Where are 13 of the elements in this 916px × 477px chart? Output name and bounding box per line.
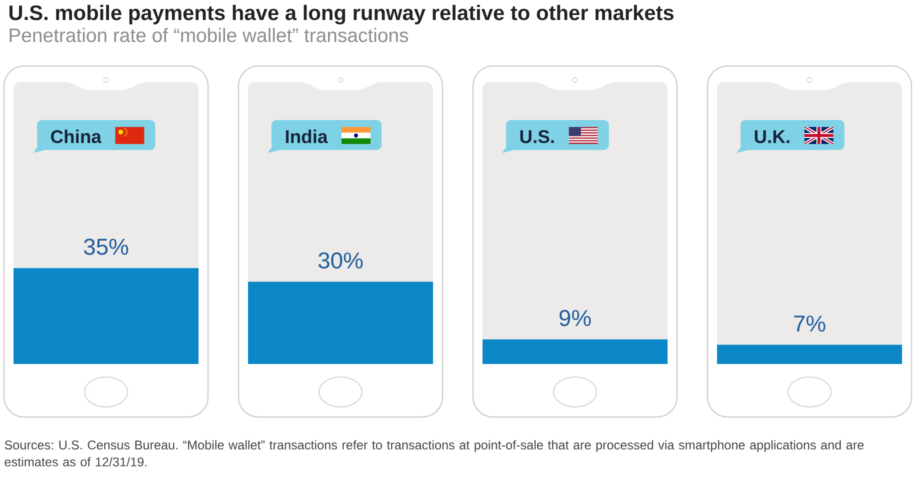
data-label: 9% (560, 310, 591, 326)
chart-subtitle: Penetration rate of “mobile wallet” transactions (10, 28, 408, 42)
data-label: 7% (794, 316, 826, 332)
chart-title: U.S. mobile payments have a long runway relative to other markets (9, 4, 674, 24)
x-tick-label: India (286, 130, 328, 144)
bar (482, 339, 668, 364)
data-label: 30% (318, 252, 363, 269)
x-tick-label: China (50, 130, 102, 144)
x-tick-label: U.K. (754, 130, 790, 144)
bar (717, 344, 902, 364)
data-label: 35% (84, 238, 128, 255)
x-tick-label: U.S. (520, 130, 554, 144)
source-note: Sources: U.S. Census Bureau. “Mobile wallet” transactions refer to transactions at point-of-sale that are processed via smartphone applications and are estimates as of 12/31/19. (4, 440, 864, 466)
